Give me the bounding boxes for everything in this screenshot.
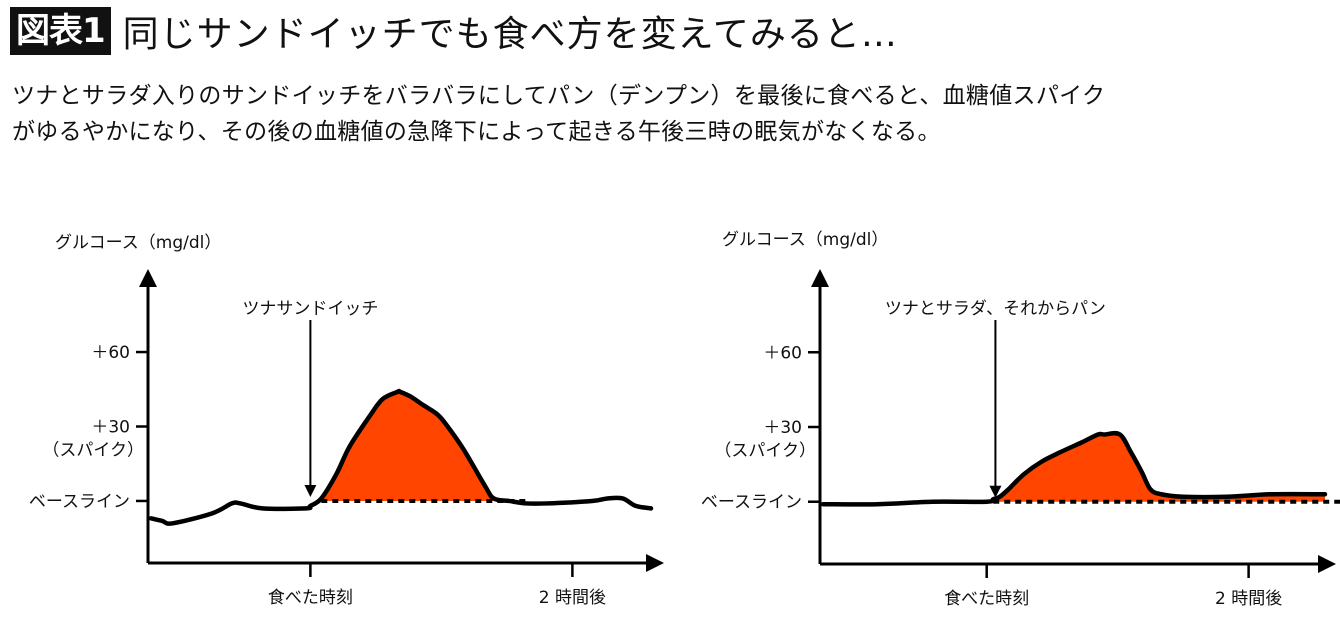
y-tick-label: ベースライン (701, 493, 802, 513)
description-line-1: ツナとサラダ入りのサンドイッチをバラバラにしてパン（デンプン）を最後に食べると、… (12, 83, 1106, 109)
title-row: 図表1 同じサンドイッチでも食べ方を変えてみると… (10, 6, 898, 56)
y-tick-label: ベースライン (29, 492, 130, 512)
glucose-curve (820, 430, 1328, 507)
glucose-curve (148, 388, 654, 526)
y-tick-label: ＋60 (763, 343, 802, 363)
x-tick-label: 2 時間後 (1215, 589, 1282, 609)
meal-annotation: ツナサンドイッチ (242, 299, 378, 319)
x-tick-label: 食べた時刻 (268, 588, 353, 608)
y-tick-label: ＋60 (91, 343, 130, 363)
y-axis-label: グルコース（mg/dl） (55, 233, 221, 253)
y-tick-label: ＋30 (763, 418, 802, 438)
description: ツナとサラダ入りのサンドイッチをバラバラにしてパン（デンプン）を最後に食べると、… (12, 78, 1105, 150)
y-axis-label: グルコース（mg/dl） (722, 230, 888, 250)
meal-annotation: ツナとサラダ、それからパン (885, 299, 1106, 319)
x-tick-label: 食べた時刻 (944, 589, 1029, 609)
spike-area (993, 434, 1325, 502)
y-tick-sublabel: （スパイク） (42, 441, 144, 461)
figure-badge: 図表1 (10, 7, 111, 55)
y-tick-label: ＋30 (91, 418, 130, 438)
x-tick-label: 2 時間後 (539, 588, 606, 608)
y-tick-sublabel: （スパイク） (714, 441, 816, 461)
page-title: 同じサンドイッチでも食べ方を変えてみると… (122, 14, 898, 55)
description-line-2: がゆるやかになり、その後の血糖値の急降下によって起きる午後三時の眠気がなくなる。 (12, 119, 941, 145)
